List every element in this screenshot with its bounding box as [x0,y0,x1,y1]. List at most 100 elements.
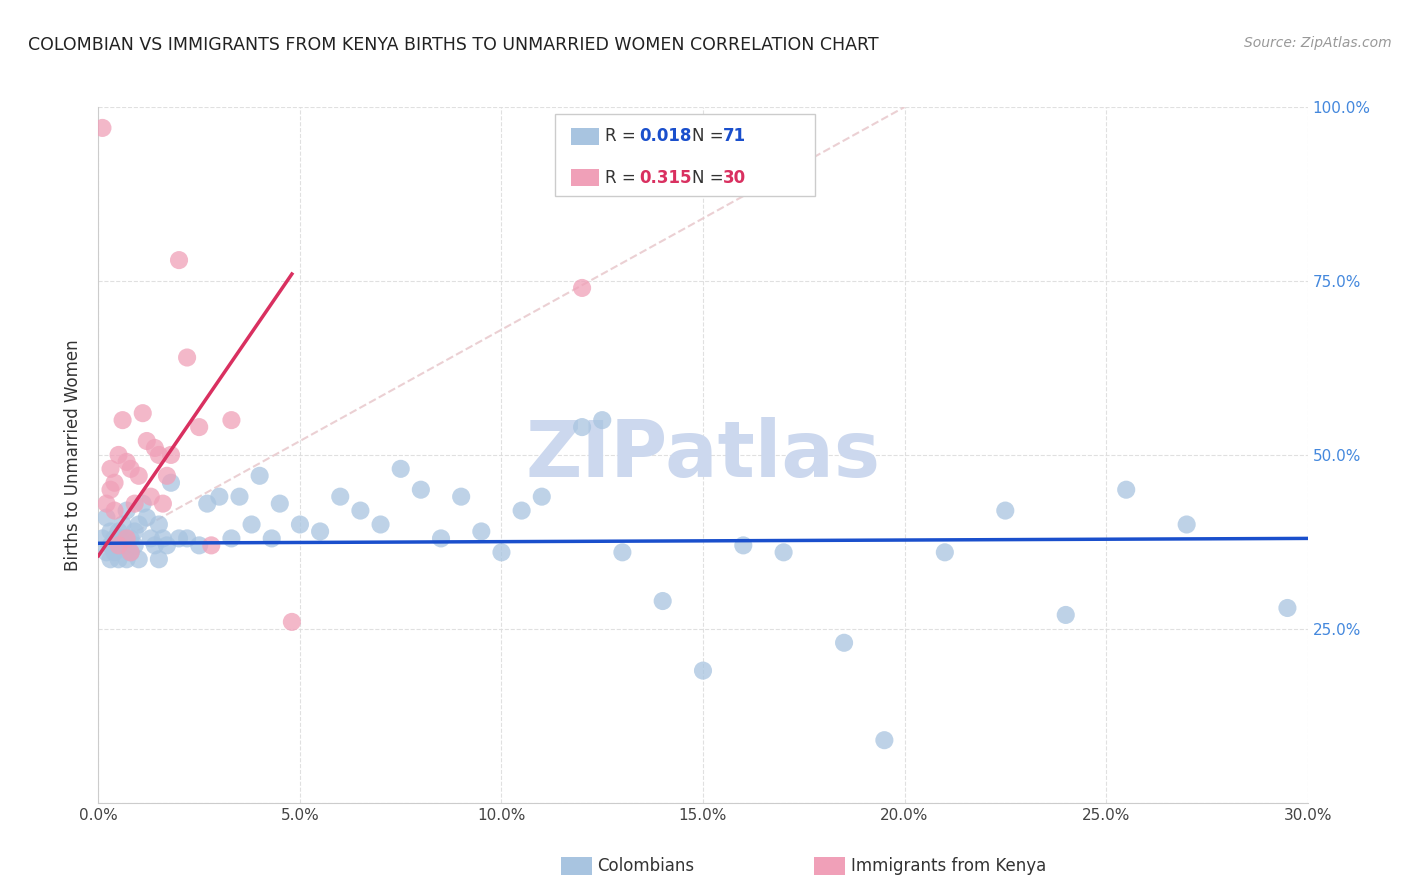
Point [91,120,114,135]
Point [651,594,673,608]
Point [188,538,211,552]
Point [115,503,138,517]
Point [107,448,129,462]
Point [143,538,166,552]
Point [100,524,122,539]
Point [100,552,122,566]
Point [135,434,157,448]
Text: Immigrants from Kenya: Immigrants from Kenya [851,857,1046,875]
Text: COLOMBIAN VS IMMIGRANTS FROM KENYA BIRTHS TO UNMARRIED WOMEN CORRELATION CHART: COLOMBIAN VS IMMIGRANTS FROM KENYA BIRTH… [28,36,879,54]
Point [571,420,593,434]
Point [733,538,755,552]
Point [832,636,855,650]
Point [1054,607,1077,622]
Point [115,455,138,469]
Point [249,468,271,483]
Point [107,552,129,566]
Point [111,413,134,427]
Point [120,545,142,559]
Point [132,497,155,511]
Point [120,532,142,546]
Point [167,532,190,546]
Point [128,468,150,483]
Point [128,517,150,532]
Point [530,490,553,504]
Point [612,545,634,559]
Point [152,532,174,546]
Point [260,532,283,546]
Point [103,545,125,559]
Text: ZIPatlas: ZIPatlas [526,417,880,493]
Point [491,545,513,559]
Point [124,524,146,539]
Point [124,538,146,552]
Point [96,510,118,524]
Point [100,483,122,497]
Point [143,441,166,455]
Point [120,462,142,476]
Text: 0.018: 0.018 [640,128,692,145]
Point [152,497,174,511]
Point [221,532,243,546]
Point [111,517,134,532]
Point [160,448,183,462]
Point [148,517,170,532]
Point [135,510,157,524]
Text: 0.315: 0.315 [640,169,692,186]
Point [994,503,1017,517]
Text: N =: N = [692,169,728,186]
Point [120,545,142,559]
Point [349,503,371,517]
Point [288,517,311,532]
Point [96,497,118,511]
Point [389,462,412,476]
Point [100,462,122,476]
Point [103,538,125,552]
Point [156,468,179,483]
Point [571,281,593,295]
Point [240,517,263,532]
Point [692,664,714,678]
Text: 30: 30 [723,169,745,186]
Point [115,532,138,546]
Point [772,545,794,559]
Point [591,413,613,427]
Point [873,733,896,747]
Point [450,490,472,504]
Point [370,517,392,532]
Point [103,475,125,490]
Point [176,351,198,365]
Point [208,490,231,504]
Point [100,538,122,552]
Point [176,532,198,546]
Point [409,483,432,497]
Point [221,413,243,427]
Point [430,532,453,546]
Point [1277,601,1299,615]
Point [107,524,129,539]
Point [107,538,129,552]
Point [103,532,125,546]
Point [139,532,162,546]
Point [111,532,134,546]
Point [107,532,129,546]
Point [115,538,138,552]
Point [269,497,291,511]
Point [148,448,170,462]
Point [281,615,304,629]
Text: Colombians: Colombians [598,857,695,875]
Text: R =: R = [605,128,641,145]
Text: N =: N = [692,128,728,145]
Point [510,503,533,517]
Point [139,490,162,504]
Point [228,490,250,504]
Point [148,552,170,566]
Point [160,475,183,490]
Text: Source: ZipAtlas.com: Source: ZipAtlas.com [1244,36,1392,50]
Point [156,538,179,552]
Text: 71: 71 [723,128,745,145]
Point [128,552,150,566]
Point [1175,517,1198,532]
Point [124,497,146,511]
Point [91,532,114,546]
